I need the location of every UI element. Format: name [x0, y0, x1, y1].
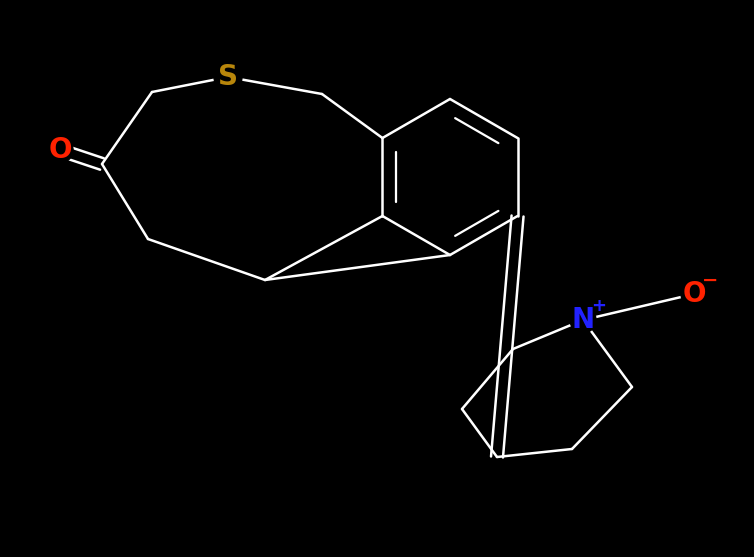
Text: S: S	[218, 63, 238, 91]
Circle shape	[681, 281, 707, 307]
Circle shape	[214, 63, 242, 91]
Text: +: +	[591, 297, 606, 315]
Text: −: −	[702, 271, 719, 290]
Text: O: O	[48, 136, 72, 164]
Circle shape	[47, 137, 73, 163]
Text: N: N	[572, 306, 595, 334]
Circle shape	[570, 307, 596, 333]
Text: O: O	[682, 280, 706, 308]
